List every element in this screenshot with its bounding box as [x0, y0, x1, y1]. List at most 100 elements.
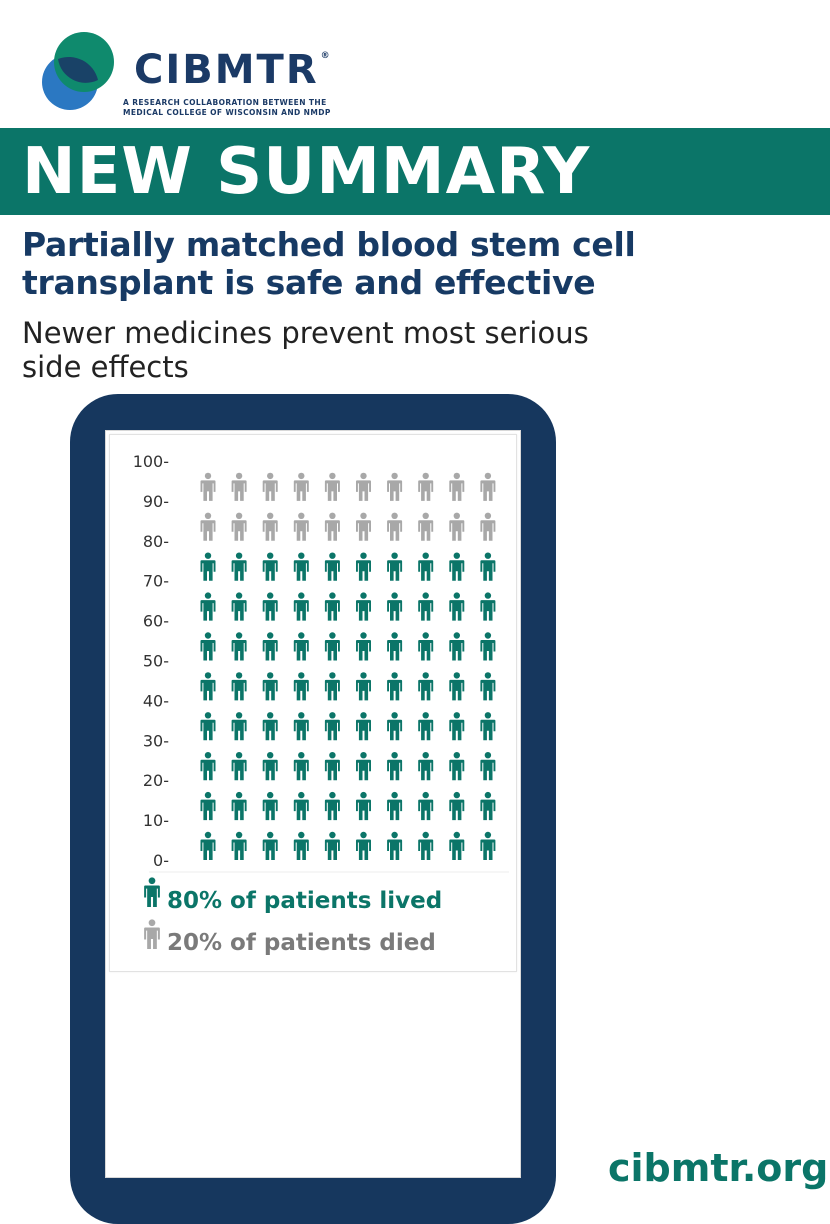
person-lived-icon: [356, 712, 371, 741]
person-died-icon: [449, 512, 465, 541]
logo-wordmark: CIBMTR ®: [134, 50, 332, 90]
person-lived-icon: [324, 752, 340, 781]
logo-tagline: A RESEARCH COLLABORATION BETWEEN THE MED…: [123, 98, 363, 118]
y-tick-label: 40-: [143, 691, 169, 710]
y-axis: 0- 10- 20- 30- 40- 50- 60- 70- 80- 90- 100-: [133, 452, 169, 870]
person-lived-icon: [480, 672, 496, 701]
person-lived-icon: [200, 712, 216, 741]
person-died-icon: [356, 512, 371, 541]
cibmtr-logo: CIBMTR ® A RESEARCH COLLABORATION BETWEEN…: [20, 22, 350, 117]
person-lived-icon: [418, 791, 434, 821]
person-lived-icon: [387, 592, 403, 621]
person-lived-icon: [200, 752, 216, 781]
person-lived-icon: [387, 752, 403, 781]
person-lived-icon: [200, 552, 216, 581]
legend-died-icon: [144, 919, 160, 949]
person-died-icon: [200, 472, 216, 501]
person-died-icon: [418, 472, 434, 501]
person-died-icon: [324, 472, 340, 501]
person-died-icon: [231, 472, 247, 501]
person-lived-icon: [200, 632, 216, 661]
person-lived-icon: [387, 791, 403, 821]
icon-grid: [149, 472, 509, 873]
person-died-icon: [293, 512, 309, 541]
person-lived-icon: [418, 552, 434, 581]
person-died-icon: [324, 512, 340, 541]
person-lived-icon: [480, 552, 496, 581]
subhead-line-2: side effects: [22, 350, 189, 384]
person-lived-icon: [293, 831, 309, 860]
chart-card: [109, 434, 517, 972]
y-tick-label: 0-: [153, 851, 169, 870]
person-lived-icon: [480, 592, 496, 621]
legend-label: 80% of patients lived: [167, 888, 442, 914]
person-died-icon: [356, 472, 371, 501]
person-lived-icon: [418, 592, 434, 621]
person-lived-icon: [480, 752, 496, 781]
person-lived-icon: [293, 552, 309, 581]
person-lived-icon: [449, 672, 465, 701]
headline-line-1: Partially matched blood stem cell: [22, 225, 636, 264]
person-lived-icon: [387, 632, 403, 661]
person-lived-icon: [200, 791, 216, 821]
person-lived-icon: [356, 592, 371, 621]
legend-lived-icon: [144, 877, 160, 907]
person-lived-icon: [480, 632, 496, 661]
person-died-icon: [200, 512, 216, 541]
person-lived-icon: [449, 552, 465, 581]
person-lived-icon: [262, 592, 278, 621]
person-lived-icon: [387, 831, 403, 860]
y-tick-label: 20-: [143, 771, 169, 790]
person-lived-icon: [418, 672, 434, 701]
person-lived-icon: [231, 752, 247, 781]
person-lived-icon: [387, 672, 403, 701]
person-lived-icon: [231, 672, 247, 701]
person-lived-icon: [449, 712, 465, 741]
pictograph-chart: 0- 10- 20- 30- 40- 50- 60- 70- 80- 90- 100- 80% of…: [133, 452, 509, 956]
person-lived-icon: [324, 632, 340, 661]
person-lived-icon: [356, 752, 371, 781]
person-lived-icon: [356, 791, 371, 821]
y-tick-label: 60-: [143, 612, 169, 631]
person-lived-icon: [387, 712, 403, 741]
person-lived-icon: [262, 632, 278, 661]
summary-banner: NEW SUMMARY: [0, 128, 830, 215]
person-lived-icon: [418, 831, 434, 860]
person-died-icon: [480, 512, 496, 541]
person-died-icon: [262, 472, 278, 501]
person-lived-icon: [324, 712, 340, 741]
banner-label: NEW SUMMARY: [22, 135, 591, 209]
person-died-icon: [387, 512, 403, 541]
person-lived-icon: [418, 632, 434, 661]
tagline-line-1: A RESEARCH COLLABORATION BETWEEN THE: [123, 98, 327, 107]
person-lived-icon: [231, 552, 247, 581]
person-lived-icon: [262, 672, 278, 701]
trademark-symbol: ®: [320, 51, 332, 61]
y-tick-label: 30-: [143, 731, 169, 750]
site-url[interactable]: cibmtr.org: [608, 1146, 829, 1190]
person-died-icon: [449, 472, 465, 501]
headline-line-2: transplant is safe and effective: [22, 263, 596, 302]
person-lived-icon: [293, 752, 309, 781]
person-lived-icon: [356, 632, 371, 661]
person-lived-icon: [200, 592, 216, 621]
person-lived-icon: [356, 552, 371, 581]
legend-label: 20% of patients died: [167, 930, 436, 956]
y-tick-label: 90-: [143, 492, 169, 511]
brand-name: CIBMTR: [134, 47, 319, 93]
person-died-icon: [293, 472, 309, 501]
person-lived-icon: [293, 632, 309, 661]
tagline-line-2: MEDICAL COLLEGE OF WISCONSIN AND NMDP: [123, 108, 331, 117]
person-lived-icon: [480, 831, 496, 860]
headline: Partially matched blood stem cell transp…: [22, 226, 722, 302]
person-lived-icon: [293, 592, 309, 621]
person-lived-icon: [324, 672, 340, 701]
y-tick-label: 10-: [143, 811, 169, 830]
person-lived-icon: [324, 552, 340, 581]
person-died-icon: [480, 472, 496, 501]
person-lived-icon: [324, 592, 340, 621]
person-lived-icon: [262, 712, 278, 741]
person-lived-icon: [387, 552, 403, 581]
person-lived-icon: [262, 752, 278, 781]
person-lived-icon: [449, 592, 465, 621]
